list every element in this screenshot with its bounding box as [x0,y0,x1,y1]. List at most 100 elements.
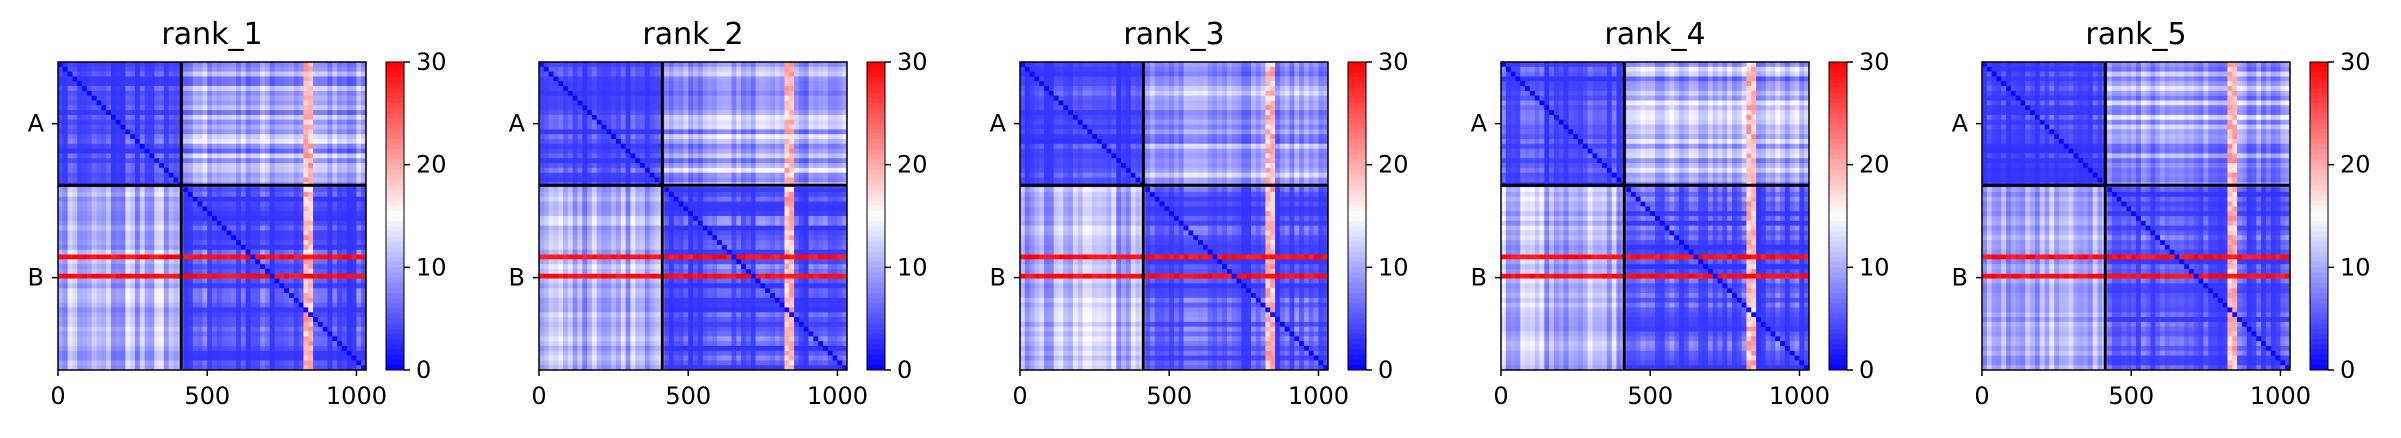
heatmap-cell [163,158,170,164]
heatmap-cell [77,119,83,125]
heatmap-cell [120,268,126,275]
heatmap-cell [543,81,550,87]
heatmap-cell [135,153,141,159]
heatmap-cell [332,76,338,82]
heatmap-cell [58,163,64,169]
heatmap-cell [192,302,198,308]
heatmap-cell [173,249,179,255]
heatmap-cell [91,172,97,178]
heatmap-cell [183,264,189,270]
heatmap-cell [106,216,112,222]
heatmap-cell [115,124,121,130]
heatmap-cell [274,71,280,77]
heatmap-cell [168,124,174,130]
heatmap-cell [539,86,545,92]
heatmap-cell [207,355,213,361]
heatmap-cell [308,307,314,313]
heatmap-cell [245,288,251,294]
heatmap-cell [308,158,314,164]
heatmap-cell [712,105,718,111]
heatmap-cell [72,288,78,294]
heatmap-cell [197,187,203,193]
heatmap-cell [96,225,102,231]
heatmap-cell [125,191,131,198]
heatmap-cell [731,105,737,111]
heatmap-cell [351,216,357,222]
heatmap-cell [264,201,271,207]
heatmap-cell [144,76,150,82]
heatmap-cell [313,312,319,318]
heatmap-cell [293,365,300,371]
heatmap-cell [313,331,319,337]
heatmap-cell [313,254,319,260]
heatmap-cell [72,95,78,101]
heatmap-cell [337,336,343,342]
heatmap-cell [274,163,280,169]
heatmap-cell [673,119,679,125]
heatmap-cell [284,254,290,260]
heatmap-cell [630,110,636,116]
heatmap-cell [207,76,213,82]
colorbar-segment [386,103,404,109]
heatmap-cell [317,288,324,294]
heatmap-cell [72,230,78,236]
heatmap-cell [264,268,271,275]
heatmap-cell [183,196,189,202]
heatmap-cell [212,235,218,241]
heatmap-cell [173,283,179,289]
heatmap-cell [236,225,242,231]
heatmap-cell [221,153,227,159]
heatmap-cell [255,220,261,227]
heatmap-cell [62,331,69,337]
heatmap-cell [212,297,218,304]
heatmap-cell [82,321,88,328]
heatmap-cell [356,119,362,125]
heatmap-cell [202,244,208,251]
heatmap-cell [86,288,93,294]
heatmap-cell [260,259,266,265]
heatmap-cell [255,105,261,111]
heatmap-cell [317,201,324,207]
heatmap-cell [163,259,170,265]
heatmap-cell [818,90,824,97]
heatmap-cell [827,90,833,97]
heatmap-cell [668,76,675,82]
heatmap-cell [616,76,622,82]
heatmap-cell [207,66,213,73]
heatmap-cell [163,139,170,145]
heatmap-cell [274,124,280,130]
heatmap-cell [58,216,64,222]
heatmap-cell [183,206,189,212]
heatmap-cell [159,201,165,207]
heatmap-cell [192,129,198,135]
heatmap-cell [62,249,69,255]
heatmap-cell [255,278,261,284]
heatmap-cell [250,158,256,164]
heatmap-cell [717,71,723,77]
heatmap-cell [313,326,319,332]
heatmap-cell [250,105,256,111]
colorbar-segment [386,133,404,140]
heatmap-cell [72,341,78,347]
heatmap-cell [67,331,73,337]
heatmap-cell [649,86,655,92]
heatmap-cell [298,341,304,347]
heatmap-cell [808,90,814,97]
heatmap-cell [106,81,112,87]
heatmap-cell [96,124,102,130]
heatmap-cell [77,177,83,183]
heatmap-cell [255,129,261,135]
heatmap-cell [673,62,679,68]
heatmap-cell [760,110,766,116]
heatmap-cell [236,110,242,116]
heatmap-cell [808,105,814,111]
heatmap-cell [168,76,174,82]
heatmap-cell [279,134,285,140]
heatmap-cell [144,350,150,356]
heatmap-cell [591,62,598,68]
heatmap-cell [298,278,304,284]
heatmap-cell [789,105,795,111]
heatmap-cell [86,177,93,183]
heatmap-cell [351,167,357,174]
